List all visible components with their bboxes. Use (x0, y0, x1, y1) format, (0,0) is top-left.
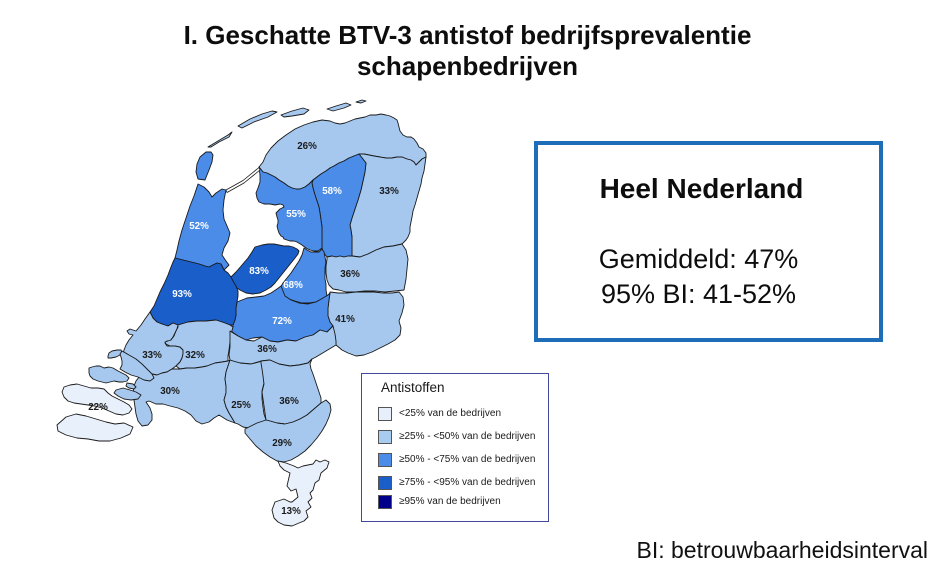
svg-text:30%: 30% (160, 386, 180, 397)
svg-text:25%: 25% (231, 400, 251, 411)
svg-text:13%: 13% (281, 506, 301, 517)
svg-text:55%: 55% (286, 209, 306, 220)
svg-text:36%: 36% (279, 396, 299, 407)
svg-text:93%: 93% (172, 289, 192, 300)
svg-text:36%: 36% (340, 269, 360, 280)
svg-text:41%: 41% (335, 314, 355, 325)
svg-text:58%: 58% (322, 186, 342, 197)
svg-text:36%: 36% (257, 344, 277, 355)
svg-text:72%: 72% (272, 316, 292, 327)
svg-text:32%: 32% (185, 350, 205, 361)
svg-text:22%: 22% (88, 402, 108, 413)
svg-text:83%: 83% (249, 266, 269, 277)
svg-text:33%: 33% (379, 186, 399, 197)
svg-text:29%: 29% (272, 438, 292, 449)
svg-text:68%: 68% (283, 280, 303, 291)
svg-text:26%: 26% (297, 141, 317, 152)
svg-text:52%: 52% (189, 221, 209, 232)
svg-text:33%: 33% (142, 350, 162, 361)
